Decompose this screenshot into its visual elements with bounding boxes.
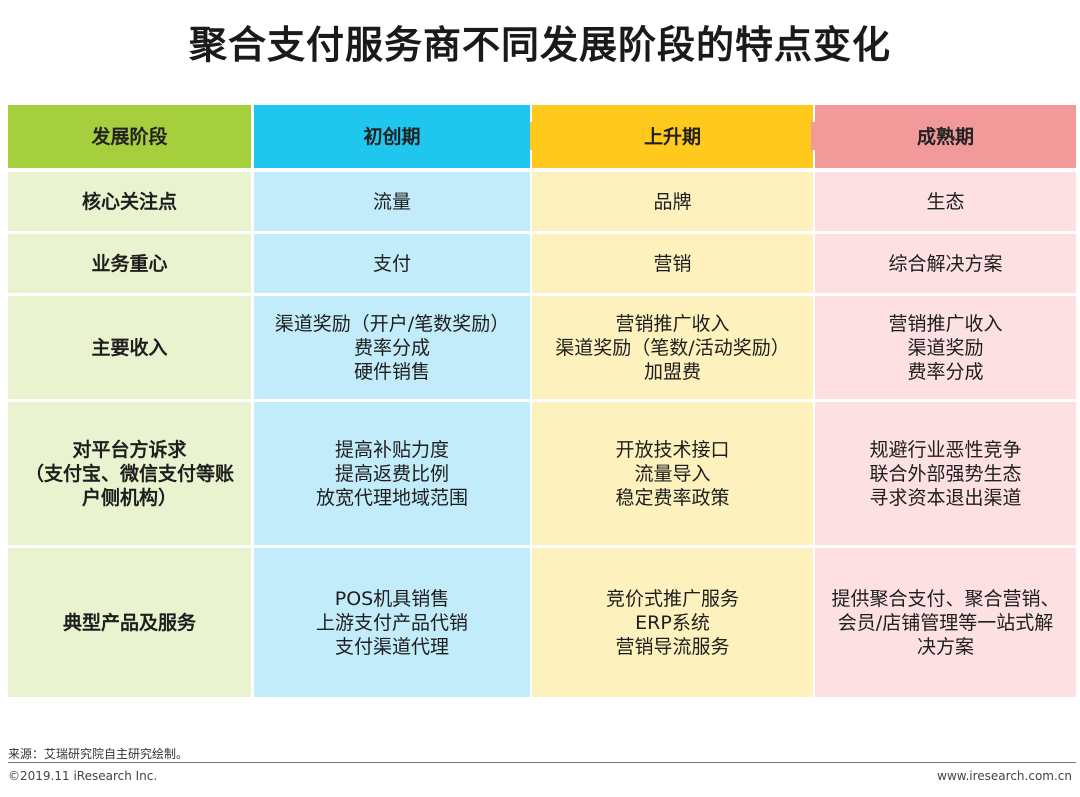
table-cell: 品牌 (532, 172, 813, 231)
cell-line: 流量导入 (634, 462, 711, 485)
table-cell: 提供聚合支付、聚合营销、 会员/店铺管理等一站式解 决方案 (815, 548, 1076, 697)
cell-line: 规避行业恶性竞争 (869, 438, 1022, 461)
row-label-line: 核心关注点 (81, 190, 177, 213)
cell-line: 寻求资本退出渠道 (869, 486, 1022, 509)
row-label-typical-products: 典型产品及服务 (8, 548, 251, 697)
cell-line: 加盟费 (643, 360, 701, 383)
row-label-line: 对平台方诉求 (72, 438, 187, 461)
website-url: www.iresearch.com.cn (937, 769, 1072, 783)
cell-line: 渠道奖励（开户/笔数奖励） (274, 312, 510, 335)
table-cell: 支付 (254, 234, 530, 293)
cell-line: 稳定费率政策 (615, 486, 730, 509)
cell-line: 支付渠道代理 (334, 635, 449, 658)
header-growth-stage: 上升期 (532, 105, 813, 168)
cell-line: 综合解决方案 (888, 252, 1003, 275)
cell-line: 支付 (372, 252, 411, 275)
cell-line: 提供聚合支付、聚合营销、 (831, 587, 1060, 610)
cell-line: 渠道奖励（笔数/活动奖励） (555, 336, 790, 359)
cell-line: 费率分成 (907, 360, 984, 383)
table-cell: 营销推广收入 渠道奖励 费率分成 (815, 296, 1076, 399)
cell-line: 决方案 (916, 635, 974, 658)
row-label-line: 主要收入 (91, 336, 168, 359)
cell-line: 费率分成 (353, 336, 430, 359)
header-initial-stage: 初创期 (254, 105, 530, 168)
table-cell: 营销 (532, 234, 813, 293)
table-cell: 规避行业恶性竞争 联合外部强势生态 寻求资本退出渠道 (815, 402, 1076, 545)
source-note: 来源：艾瑞研究院自主研究绘制。 (8, 747, 189, 761)
cell-line: 放宽代理地域范围 (315, 486, 468, 509)
table-cell: 提高补贴力度 提高返费比例 放宽代理地域范围 (254, 402, 530, 545)
table-cell: 流量 (254, 172, 530, 231)
cell-line: POS机具销售 (334, 587, 450, 610)
comparison-table: 发展阶段 初创期 上升期 成熟期 核心关注点 流量 品牌 生态 业务重心 支付 … (8, 105, 1076, 697)
cell-line: 提高返费比例 (334, 462, 449, 485)
table-cell: 营销推广收入 渠道奖励（笔数/活动奖励） 加盟费 (532, 296, 813, 399)
table-cell: 开放技术接口 流量导入 稳定费率政策 (532, 402, 813, 545)
table-cell: POS机具销售 上游支付产品代销 支付渠道代理 (254, 548, 530, 697)
cell-line: 渠道奖励 (907, 336, 984, 359)
cell-line: 会员/店铺管理等一站式解 (837, 611, 1054, 634)
table-cell: 渠道奖励（开户/笔数奖励） 费率分成 硬件销售 (254, 296, 530, 399)
row-label-line: （支付宝、微信支付等账 (24, 462, 234, 485)
cell-line: 营销推广收入 (888, 312, 1003, 335)
cell-line: 营销推广收入 (615, 312, 730, 335)
arrow-right-icon (530, 108, 564, 164)
cell-line: 品牌 (653, 190, 692, 213)
row-label-business-focus: 业务重心 (8, 234, 251, 293)
row-label-core-focus: 核心关注点 (8, 172, 251, 231)
row-label-line: 业务重心 (91, 252, 168, 275)
cell-line: 提高补贴力度 (334, 438, 449, 461)
page-title: 聚合支付服务商不同发展阶段的特点变化 (188, 23, 891, 67)
arrow-right-icon (811, 108, 845, 164)
table-cell: 竞价式推广服务 ERP系统 营销导流服务 (532, 548, 813, 697)
copyright: ©2019.11 iResearch Inc. (8, 769, 158, 783)
header-mature-stage: 成熟期 (815, 105, 1076, 168)
table-cell: 生态 (815, 172, 1076, 231)
cell-line: 联合外部强势生态 (869, 462, 1022, 485)
row-label-platform-demands: 对平台方诉求 （支付宝、微信支付等账 户侧机构） (8, 402, 251, 545)
cell-line: 上游支付产品代销 (315, 611, 468, 634)
cell-line: 竞价式推广服务 (605, 587, 739, 610)
cell-line: 流量 (372, 190, 411, 213)
cell-line: 营销导流服务 (615, 635, 730, 658)
cell-line: 硬件销售 (353, 360, 430, 383)
cell-line: 生态 (926, 190, 965, 213)
cell-line: ERP系统 (635, 611, 710, 634)
row-label-line: 典型产品及服务 (62, 611, 196, 634)
cell-line: 营销 (653, 252, 692, 275)
row-label-line: 户侧机构） (81, 486, 177, 509)
footer-divider (8, 762, 1076, 763)
table-cell: 综合解决方案 (815, 234, 1076, 293)
row-label-main-revenue: 主要收入 (8, 296, 251, 399)
header-stage: 发展阶段 (8, 105, 251, 168)
cell-line: 开放技术接口 (615, 438, 730, 461)
